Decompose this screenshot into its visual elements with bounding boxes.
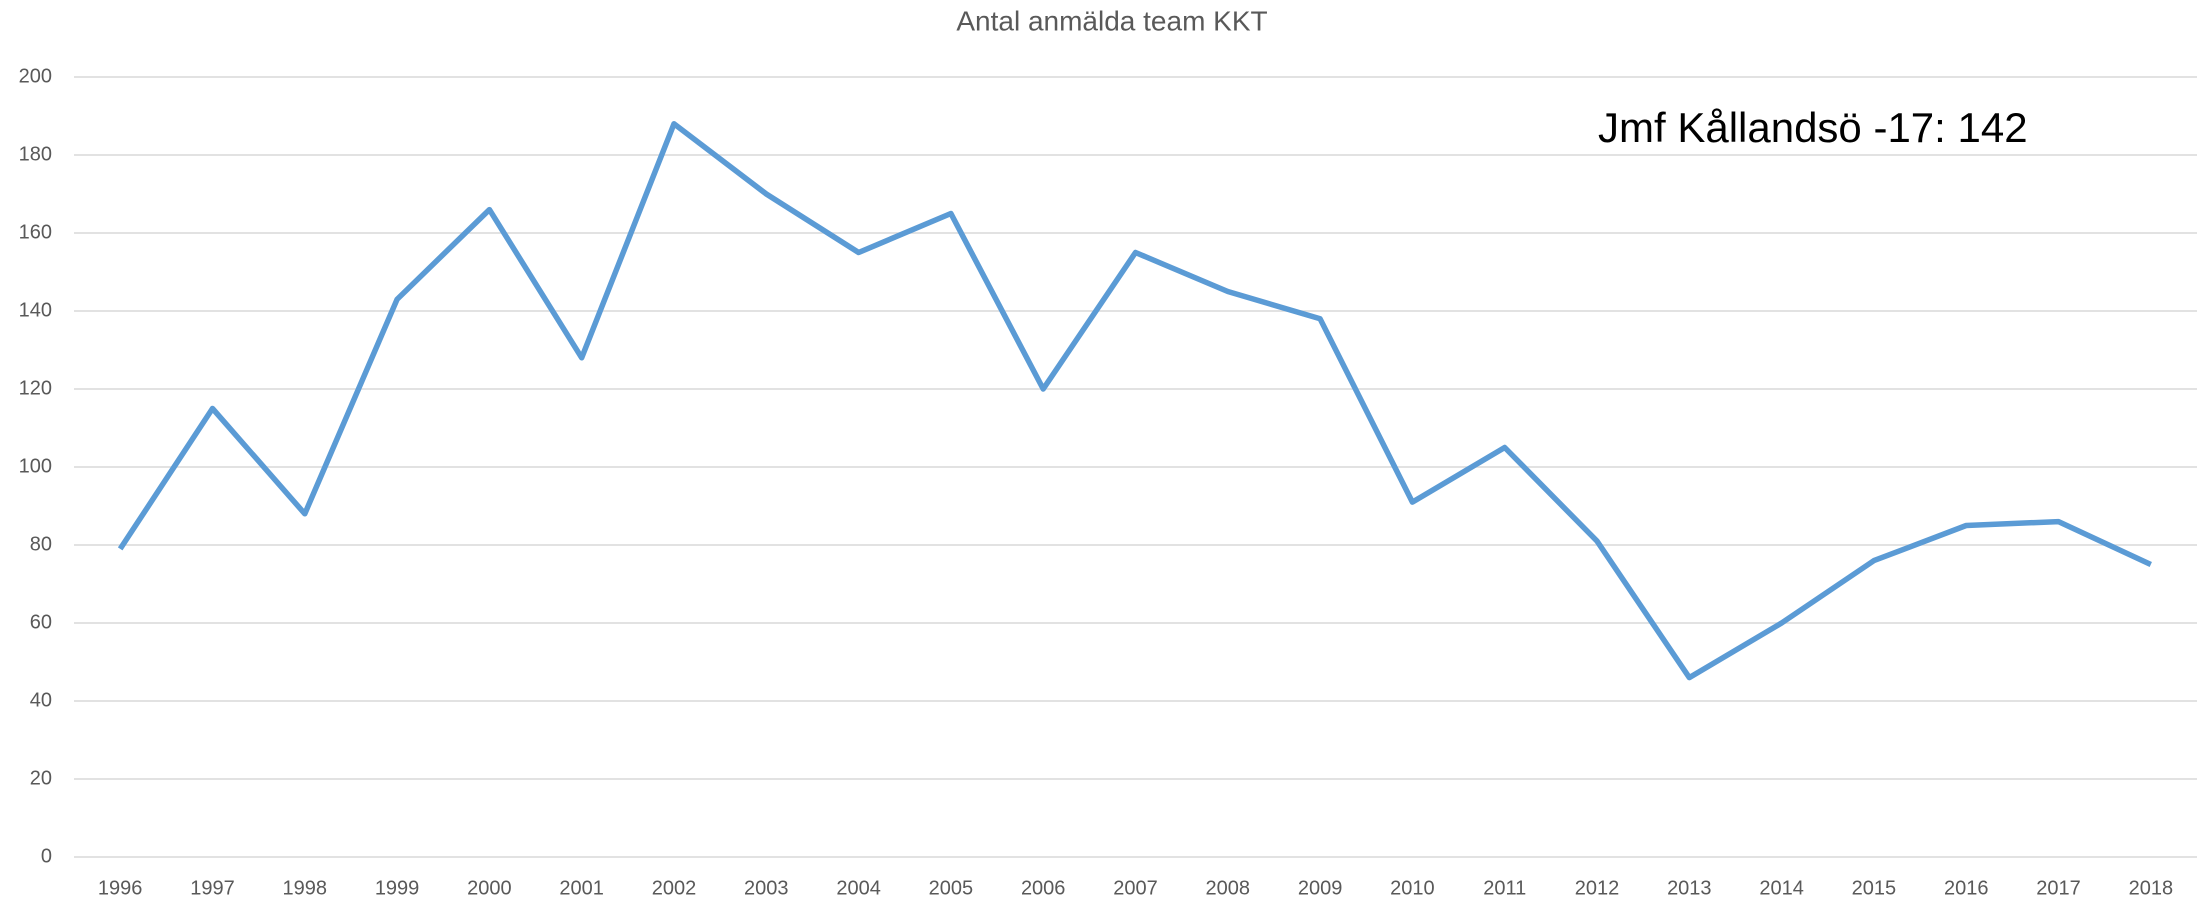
x-tick-label: 1996 (98, 877, 143, 899)
x-tick-label: 2009 (1298, 877, 1343, 899)
x-tick-label: 2013 (1667, 877, 1712, 899)
x-tick-label: 2015 (1852, 877, 1897, 899)
y-tick-label: 200 (19, 65, 52, 87)
y-tick-label: 180 (19, 143, 52, 165)
y-tick-label: 160 (19, 221, 52, 243)
x-tick-label: 2010 (1390, 877, 1435, 899)
x-tick-label: 2002 (652, 877, 697, 899)
x-tick-label: 2016 (1944, 877, 1989, 899)
y-tick-label: 100 (19, 455, 52, 477)
annotation: Jmf Kållandsö -17: 142 (1598, 104, 2028, 151)
y-tick-label: 60 (30, 611, 52, 633)
y-tick-label: 80 (30, 533, 52, 555)
x-tick-label: 2014 (1759, 877, 1804, 899)
y-tick-label: 20 (30, 767, 52, 789)
x-tick-label: 2003 (744, 877, 789, 899)
y-tick-label: 140 (19, 299, 52, 321)
x-tick-label: 1998 (283, 877, 328, 899)
chart-title: Antal anmälda team KKT (956, 5, 1267, 36)
x-tick-label: 2007 (1113, 877, 1158, 899)
x-tick-label: 2005 (929, 877, 974, 899)
y-tick-label: 0 (41, 845, 52, 867)
data-line (117, 121, 2152, 681)
x-tick-label: 2006 (1021, 877, 1066, 899)
x-tick-label: 2001 (559, 877, 604, 899)
x-tick-label: 2012 (1575, 877, 1620, 899)
x-tick-label: 2008 (1206, 877, 1251, 899)
y-tick-label: 40 (30, 689, 52, 711)
x-tick-label: 2000 (467, 877, 512, 899)
x-tick-label: 1999 (375, 877, 420, 899)
x-tick-label: 2004 (836, 877, 881, 899)
x-tick-label: 1997 (190, 877, 235, 899)
x-tick-label: 2011 (1483, 877, 1526, 899)
y-tick-label: 120 (19, 377, 52, 399)
x-tick-label: 2018 (2129, 877, 2174, 899)
x-tick-label: 2017 (2036, 877, 2081, 899)
